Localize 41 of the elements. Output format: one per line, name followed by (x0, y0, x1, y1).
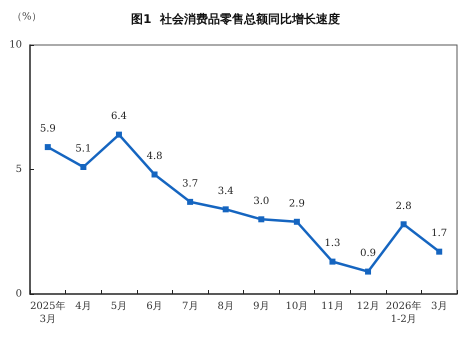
x-tick-label: 6月 (146, 301, 163, 312)
point (329, 258, 336, 265)
x-tick-label: 8月 (218, 301, 234, 312)
point (44, 144, 51, 150)
data-label: 2.9 (288, 198, 305, 210)
x-tick-label: 5月 (110, 301, 128, 312)
chart-title: 图1 社会消费品零售总额同比增长速度 (131, 12, 340, 26)
x-tick-label: 7月 (182, 301, 198, 312)
x-tick-label: 10月 (286, 301, 308, 312)
data-label: 1.7 (431, 228, 448, 240)
point (400, 221, 407, 228)
point (116, 132, 122, 138)
x-tick-label: 2025年 3月 (30, 300, 66, 325)
point (187, 198, 194, 205)
data-label: 6.4 (111, 111, 127, 122)
point (258, 216, 264, 222)
y-tick-label: 0 (16, 288, 22, 300)
data-label: 5.9 (40, 124, 56, 135)
point (80, 164, 86, 170)
y-tick-label: 5 (16, 164, 22, 175)
point (152, 171, 158, 178)
data-label: 0.9 (360, 248, 376, 260)
data-label: 1.3 (324, 238, 340, 250)
x-tick-label: 11月 (321, 301, 344, 312)
point (294, 218, 300, 225)
point (222, 206, 229, 212)
x-tick-label: 9月 (253, 301, 270, 312)
data-label: 3.7 (182, 178, 198, 190)
x-tick-label: 4月 (75, 301, 92, 312)
x-tick-label: 2026年 1-2月 (386, 300, 422, 325)
y-axis-title: （%） (12, 12, 42, 22)
data-label: 4.8 (146, 150, 162, 162)
data-label: 2.8 (396, 200, 412, 212)
point (436, 248, 442, 255)
data-label: 3.4 (218, 186, 234, 197)
data-label: 3.0 (253, 196, 270, 207)
x-tick-label: 3月 (431, 301, 448, 312)
y-tick-label: 10 (9, 40, 22, 50)
x-tick-label: 12月 (356, 301, 380, 312)
point (365, 268, 372, 275)
data-label: 5.1 (75, 144, 92, 155)
